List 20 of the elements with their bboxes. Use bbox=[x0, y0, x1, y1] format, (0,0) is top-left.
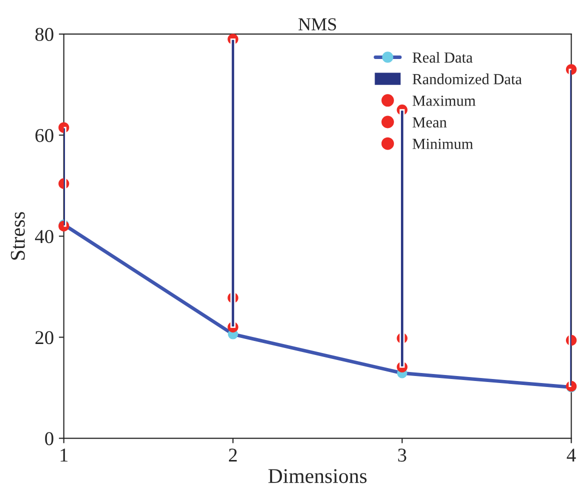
y-tick-label: 40 bbox=[35, 230, 54, 244]
legend-label: Randomized Data bbox=[412, 74, 522, 84]
y-tick-label: 80 bbox=[35, 28, 54, 42]
y-tick-label: 60 bbox=[35, 128, 54, 142]
legend-label: Real Data bbox=[412, 52, 473, 63]
y-axis-title: Stress bbox=[10, 212, 25, 260]
x-tick-label: 2 bbox=[228, 448, 237, 462]
legend-label: Mean bbox=[412, 117, 447, 128]
bar bbox=[400, 109, 405, 368]
bar bbox=[568, 68, 572, 387]
x-tick-label: 3 bbox=[398, 448, 406, 462]
legend-label: Maximum bbox=[412, 96, 476, 106]
x-tick-label: 4 bbox=[566, 448, 576, 462]
x-axis-title: Dimensions bbox=[268, 469, 367, 484]
chart-title: NMS bbox=[298, 18, 336, 30]
x-tick-label: 1 bbox=[60, 448, 68, 462]
bar bbox=[64, 126, 66, 227]
y-tick-label: 20 bbox=[35, 331, 54, 344]
legend-label: Minimum bbox=[412, 138, 474, 150]
y-tick-label: 0 bbox=[45, 432, 54, 446]
